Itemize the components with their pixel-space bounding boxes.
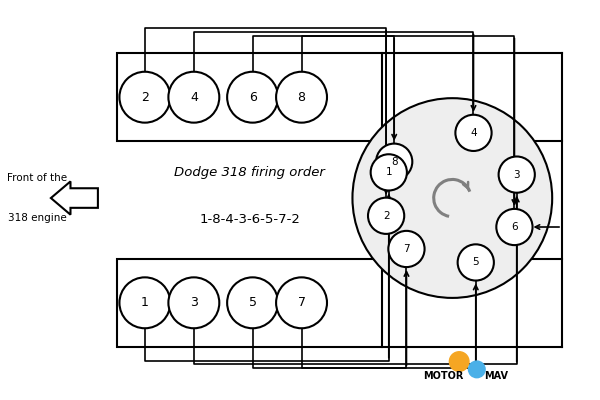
FancyArrow shape	[51, 181, 98, 215]
Text: Dodge 318 firing order: Dodge 318 firing order	[174, 166, 325, 179]
Circle shape	[449, 352, 469, 371]
Bar	[118, 53, 382, 141]
Circle shape	[119, 277, 170, 328]
Text: 8: 8	[298, 91, 305, 104]
Text: 4: 4	[470, 128, 477, 138]
Circle shape	[227, 277, 278, 328]
Text: 318 engine: 318 engine	[8, 213, 67, 223]
Circle shape	[276, 72, 327, 123]
Text: 4: 4	[190, 91, 198, 104]
Circle shape	[455, 115, 491, 151]
Circle shape	[368, 198, 404, 234]
Text: 6: 6	[511, 222, 518, 232]
Circle shape	[376, 144, 412, 180]
Text: 7: 7	[298, 296, 305, 309]
Text: 6: 6	[248, 91, 257, 104]
Text: 3: 3	[514, 170, 520, 180]
Text: 1: 1	[385, 167, 392, 177]
Text: MOTOR: MOTOR	[423, 371, 463, 381]
Text: 7: 7	[403, 244, 410, 254]
Text: 3: 3	[190, 296, 198, 309]
Circle shape	[276, 277, 327, 328]
Circle shape	[458, 244, 494, 280]
Circle shape	[169, 277, 220, 328]
Text: Front of the: Front of the	[7, 174, 67, 184]
Circle shape	[119, 72, 170, 123]
Circle shape	[169, 72, 220, 123]
Text: 1: 1	[141, 296, 149, 309]
Circle shape	[371, 154, 407, 190]
Text: 2: 2	[383, 211, 389, 221]
Circle shape	[227, 72, 278, 123]
Bar	[118, 259, 382, 347]
Circle shape	[469, 361, 485, 378]
Text: 5: 5	[248, 296, 257, 309]
Text: 2: 2	[141, 91, 149, 104]
Circle shape	[496, 209, 533, 245]
Text: MAV: MAV	[484, 371, 508, 381]
Text: 8: 8	[391, 157, 398, 167]
Circle shape	[388, 231, 425, 267]
Circle shape	[352, 98, 552, 298]
Text: 5: 5	[472, 258, 479, 268]
Circle shape	[499, 156, 535, 193]
Text: 1-8-4-3-6-5-7-2: 1-8-4-3-6-5-7-2	[199, 213, 300, 226]
